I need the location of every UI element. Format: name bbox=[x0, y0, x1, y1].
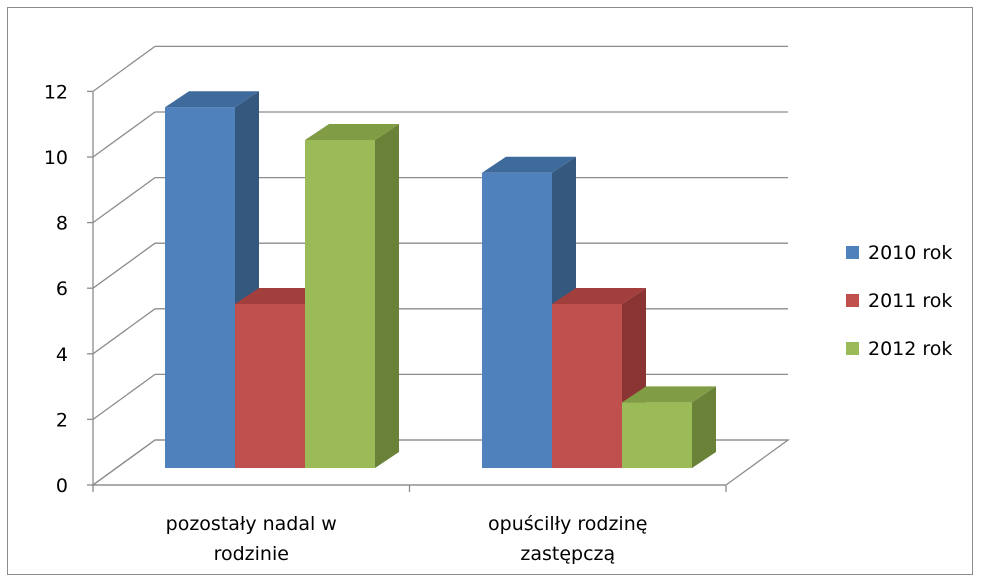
x-category-label: rodzinie bbox=[214, 543, 289, 565]
bar-layer bbox=[165, 91, 716, 469]
bar bbox=[305, 140, 375, 468]
bar-top bbox=[305, 124, 399, 140]
y-tick-label: 6 bbox=[56, 278, 68, 300]
x-category-label: opuścilły rodzinę bbox=[488, 513, 647, 535]
label-layer: 0 2 4 6 8 10 12 pozostały nadal w rodzinie opuści… bbox=[44, 81, 648, 565]
y-tick-label: 0 bbox=[56, 475, 68, 497]
side-wall-gridline bbox=[92, 177, 156, 224]
legend-swatch bbox=[846, 246, 859, 259]
legend-swatch bbox=[846, 294, 859, 307]
side-wall-gridline bbox=[92, 45, 156, 92]
side-wall-gridline bbox=[92, 111, 156, 158]
bar-top bbox=[165, 91, 259, 108]
y-tick-label: 10 bbox=[44, 147, 68, 169]
side-wall-gridline bbox=[92, 308, 156, 355]
bar-top bbox=[552, 288, 646, 304]
bar-top bbox=[482, 156, 576, 173]
bar bbox=[482, 172, 552, 469]
bar bbox=[622, 402, 692, 468]
legend-label: 2012 rok bbox=[868, 338, 952, 360]
y-tick-label: 12 bbox=[44, 81, 68, 103]
bar-top bbox=[622, 386, 716, 403]
side-wall-gridline bbox=[92, 373, 156, 420]
bar bbox=[235, 304, 305, 468]
side-wall-gridline bbox=[92, 242, 156, 289]
legend: 2010 rok 2011 rok 2012 rok bbox=[846, 242, 952, 360]
y-tick-label: 2 bbox=[56, 409, 68, 431]
y-tick-label: 8 bbox=[56, 213, 68, 235]
x-category-label: zastępczą bbox=[520, 543, 615, 565]
legend-label: 2011 rok bbox=[868, 290, 952, 312]
legend-label: 2010 rok bbox=[868, 242, 952, 264]
axis-layer bbox=[87, 90, 727, 492]
bar-side bbox=[375, 124, 399, 468]
legend-swatch bbox=[846, 342, 859, 355]
bar-side bbox=[692, 386, 716, 468]
y-tick-label: 4 bbox=[56, 344, 68, 366]
x-category-label: pozostały nadal w bbox=[166, 513, 337, 535]
bar bbox=[165, 107, 235, 468]
bar bbox=[552, 304, 622, 468]
